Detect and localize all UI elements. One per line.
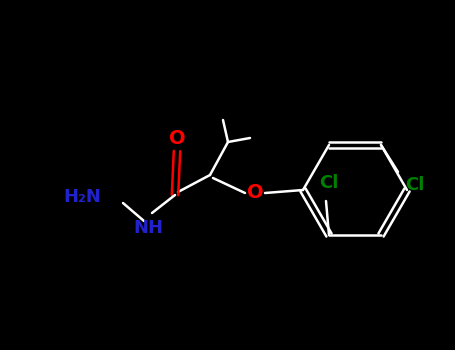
Text: H₂N: H₂N [63, 188, 101, 206]
Text: O: O [169, 128, 185, 147]
Text: Cl: Cl [319, 174, 339, 192]
Text: NH: NH [133, 219, 163, 237]
Text: O: O [247, 183, 263, 203]
Text: Cl: Cl [405, 176, 425, 194]
